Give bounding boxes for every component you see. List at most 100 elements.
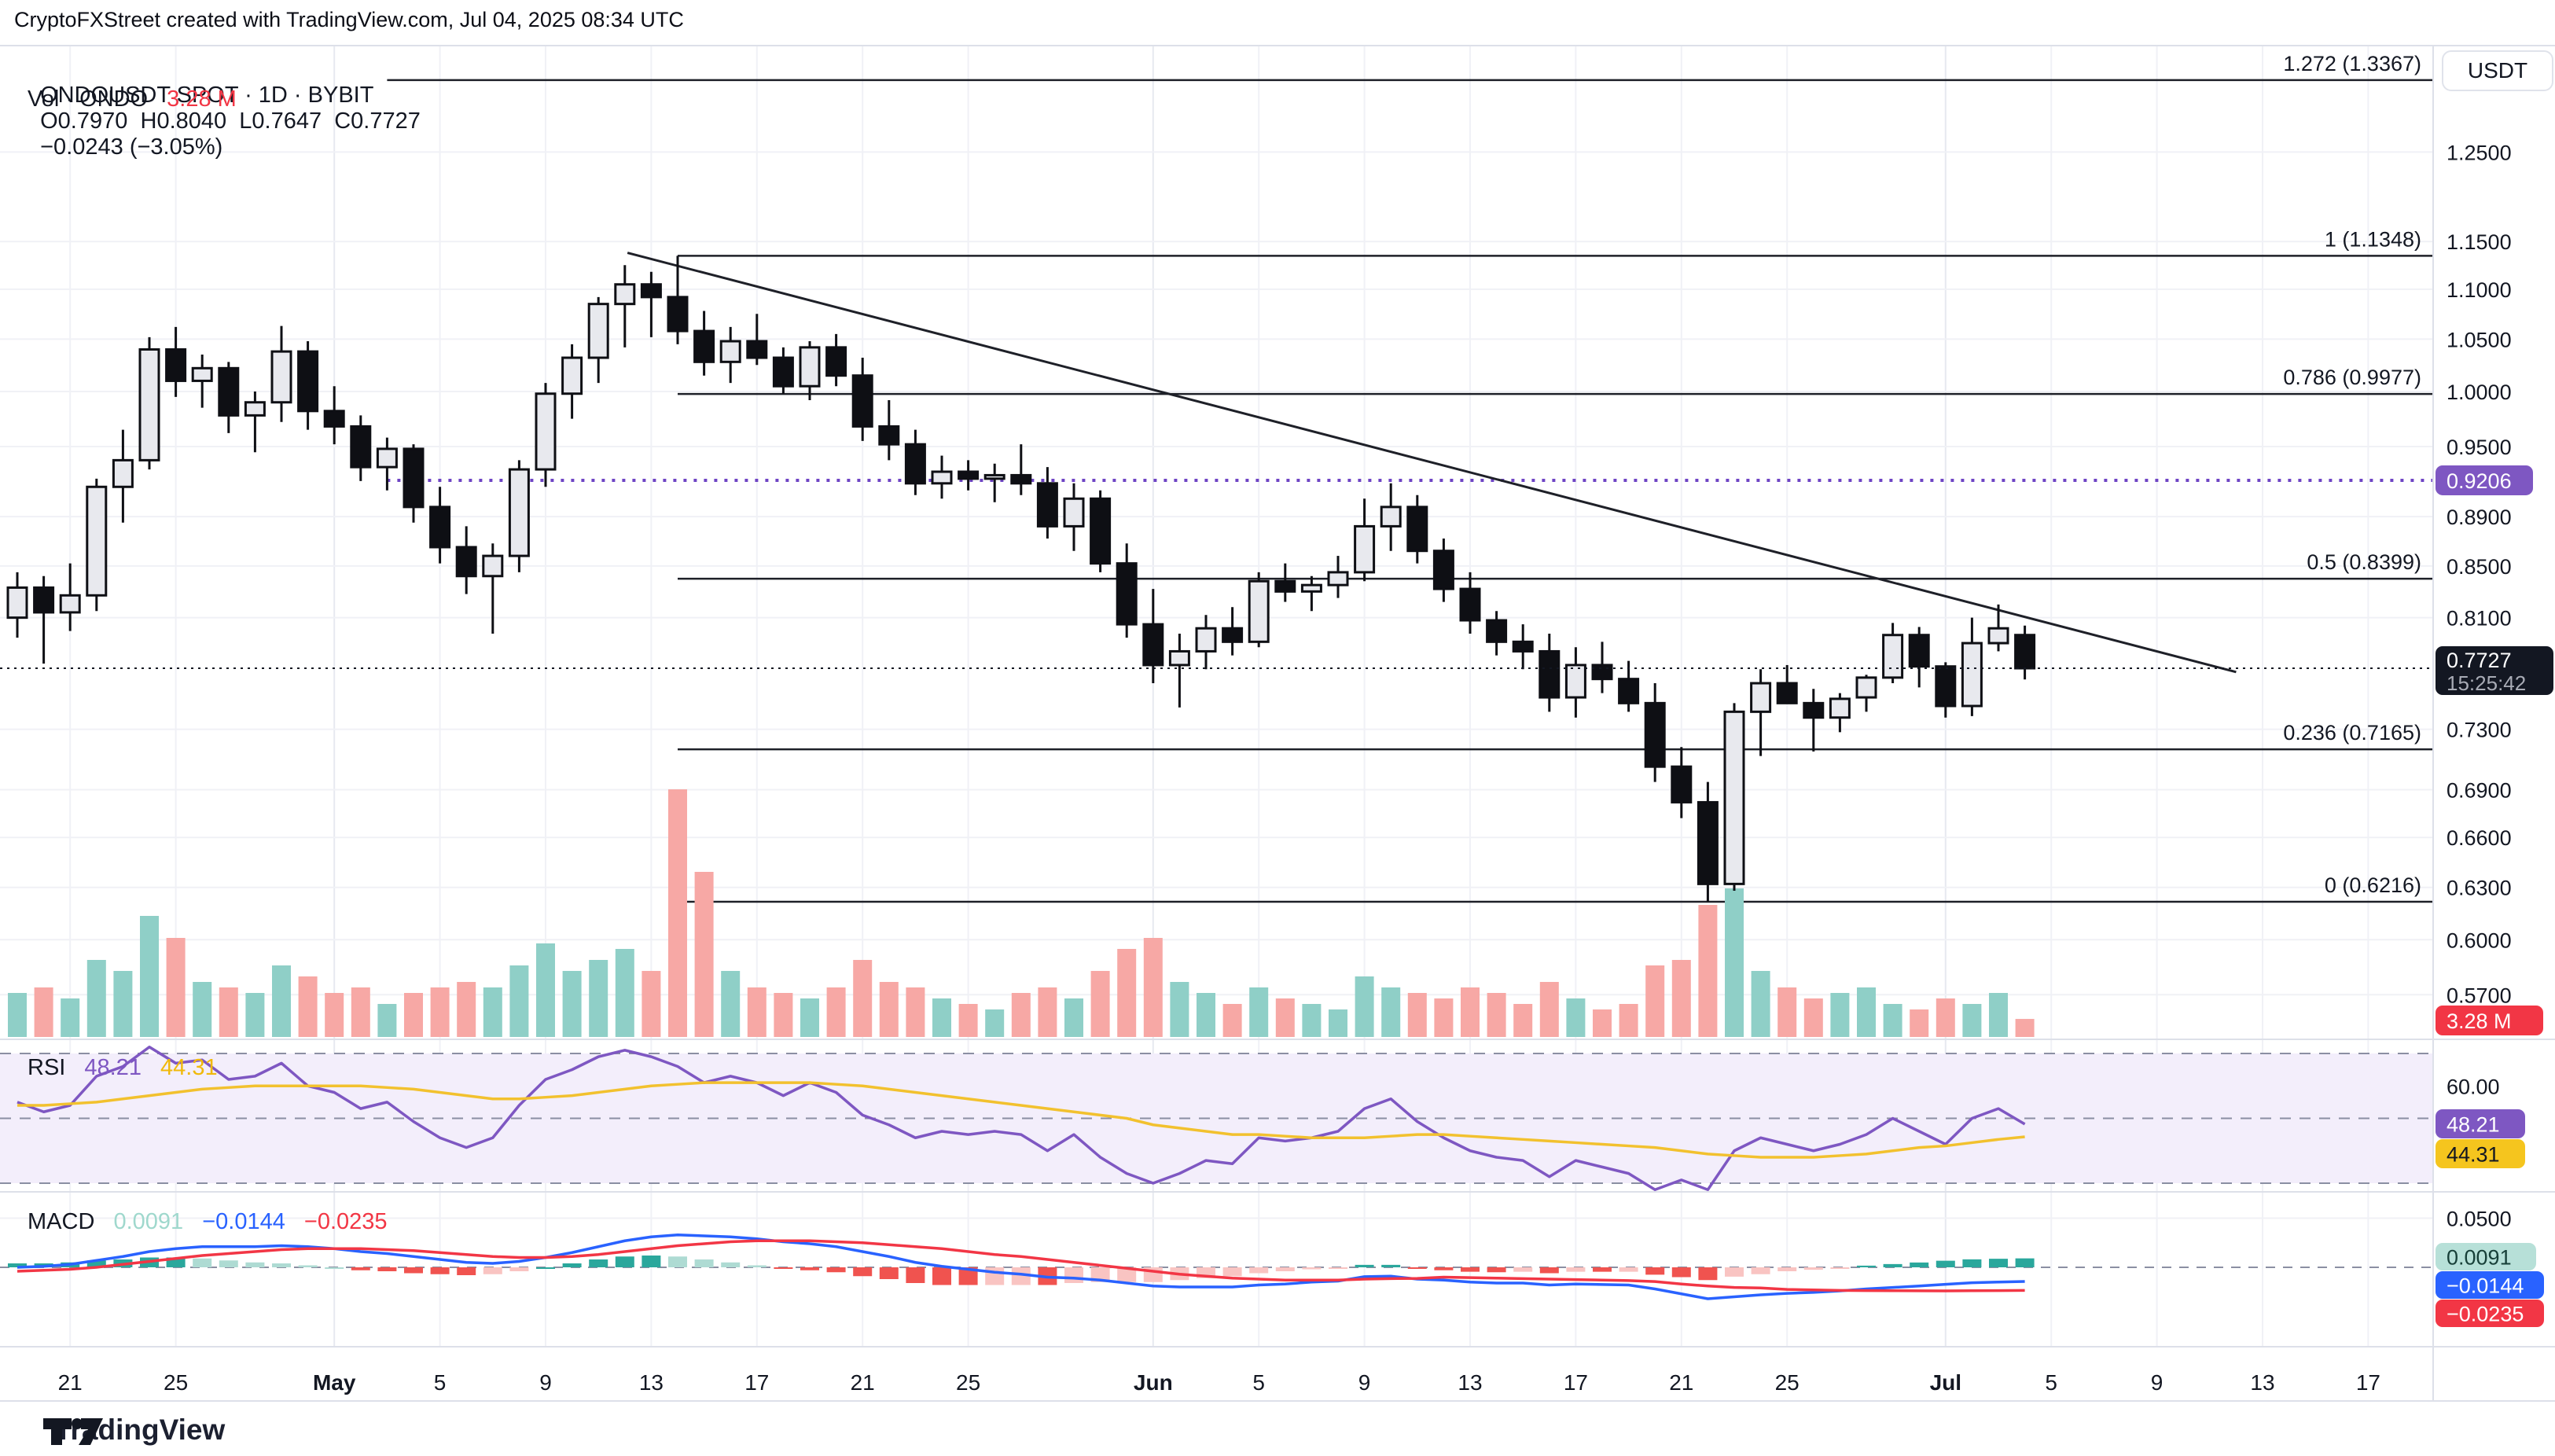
macd-histogram-bar (721, 1262, 741, 1267)
macd-histogram-bar (8, 1263, 27, 1267)
currency-scale-button[interactable]: USDT (2442, 50, 2553, 91)
macd-histogram-bar (1329, 1267, 1347, 1269)
volume-bar (1222, 1004, 1242, 1037)
volume-legend[interactable]: Vol · ONDO 3.28 M (28, 86, 237, 112)
volume-bar (1090, 971, 1110, 1037)
volume-bar (1381, 987, 1401, 1037)
volume-bar (1461, 987, 1480, 1037)
macd-histogram-bar (1698, 1267, 1718, 1281)
volume-bar (1751, 971, 1770, 1037)
volume-bar (1143, 938, 1163, 1037)
symbol-legend[interactable]: ONDOUSDT SPOT · 1D · BYBIT O0.7970 H0.80… (28, 57, 432, 160)
macd-histogram-bar (536, 1267, 555, 1269)
price-axis-label: 0.6300 (2447, 877, 2512, 900)
rsi-legend[interactable]: RSI 48.21 44.31 (28, 1055, 218, 1081)
volume-bar (1671, 960, 1691, 1037)
candle-body (1486, 619, 1508, 643)
candle-body (508, 468, 530, 557)
price-axis-label: 1.2500 (2447, 141, 2512, 164)
volume-bar (1725, 888, 1744, 1037)
fib-level-label: 1.272 (1.3367) (2283, 52, 2421, 75)
fib-level-label: 0 (0.6216) (2325, 873, 2421, 897)
macd-histogram-bar (86, 1260, 106, 1267)
volume-bar (1329, 1009, 1347, 1037)
rsi-ma-line (17, 1081, 2025, 1159)
macd-histogram-bar (1619, 1267, 1638, 1272)
macd-histogram-bar (668, 1256, 687, 1267)
volume-bar (430, 987, 450, 1037)
rsi-axis-label: 60.00 (2447, 1075, 2500, 1098)
candle-body (1539, 649, 1561, 699)
candle-body (2014, 634, 2036, 670)
last-price-badge-time: 15:25:42 (2447, 671, 2526, 695)
macd-histogram-bar (932, 1267, 951, 1285)
candle-body (1116, 562, 1138, 626)
rsi-value: 48.21 (84, 1055, 142, 1080)
candle-body (1300, 583, 1322, 593)
price-axis-label: 0.6000 (2447, 928, 2512, 952)
candle-body (1063, 497, 1085, 528)
attribution-text: CryptoFXStreet created with TradingView.… (14, 8, 684, 31)
volume-bar (1936, 998, 1955, 1037)
time-axis-label: 5 (434, 1370, 447, 1395)
macd-histogram-bar (245, 1262, 265, 1267)
volume-bar (1434, 998, 1454, 1037)
volume-bar (1513, 1004, 1533, 1037)
macd-histogram-bar (1381, 1264, 1401, 1267)
rsi-ma-badge-text: 44.31 (2447, 1143, 2500, 1167)
tradingview-attribution[interactable]: TradingView (43, 1414, 225, 1447)
candle-body (1723, 710, 1745, 885)
candle-body (1776, 682, 1798, 704)
candle-body (667, 296, 689, 333)
volume-bar (1830, 993, 1850, 1037)
macd-line (17, 1234, 2025, 1300)
volume-bar (1011, 993, 1031, 1037)
volume-bar (985, 1009, 1005, 1037)
macd-histogram-bar (1751, 1267, 1770, 1274)
macd-hist-value: 0.0091 (113, 1209, 184, 1234)
volume-bar (589, 960, 608, 1037)
volume-bar (1698, 905, 1718, 1037)
candle-body (429, 506, 451, 549)
candle-body (1671, 765, 1693, 803)
candle-body (719, 340, 741, 363)
volume-bar (853, 960, 873, 1037)
candle-body (1406, 506, 1428, 553)
time-axis-label: 21 (58, 1370, 83, 1395)
volume-bar (721, 971, 741, 1037)
candle-body (1855, 676, 1877, 699)
volume-bar (298, 976, 318, 1037)
candle-body (640, 283, 662, 299)
volume-bar (1117, 949, 1137, 1037)
volume-badge (2436, 1006, 2543, 1035)
candle-body (587, 303, 609, 359)
candle-body (614, 283, 636, 306)
volume-bar (325, 993, 344, 1037)
macd-histogram-bar (747, 1265, 766, 1267)
candle-body (1036, 482, 1058, 528)
volume-bar (351, 987, 370, 1037)
volume-bar (536, 943, 555, 1037)
volume-bar (1593, 1009, 1612, 1037)
volume-bar (1407, 993, 1427, 1037)
volume-bar (800, 998, 819, 1037)
macd-histogram-bar (1064, 1267, 1083, 1283)
volume-bar (1910, 1009, 1929, 1037)
volume-bar (377, 1004, 397, 1037)
macd-legend[interactable]: MACD 0.0091 −0.0144 −0.0235 (28, 1209, 388, 1235)
candle-body (535, 392, 557, 471)
macd-histogram-bar (1830, 1267, 1850, 1269)
descending-trendline (627, 252, 2237, 674)
candle-body (350, 425, 372, 469)
macd-histogram-bar (1910, 1262, 1929, 1267)
purple-level-badge (2436, 465, 2533, 495)
candle-body (851, 374, 873, 428)
candle-body (1591, 664, 1613, 681)
candle-body (1432, 550, 1454, 590)
price-axis-label: 0.6600 (2447, 826, 2512, 850)
volume-bar (193, 982, 212, 1037)
price-axis-label: 1.0000 (2447, 381, 2512, 404)
candle-body (799, 346, 821, 388)
macd-signal-badge (2436, 1300, 2544, 1327)
